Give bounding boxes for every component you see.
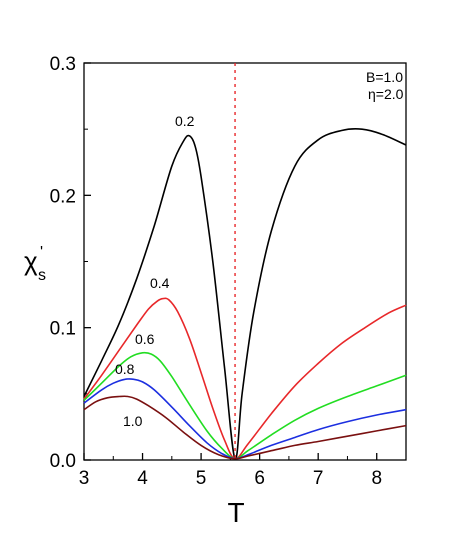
y-tick-label: 0.2: [50, 186, 76, 207]
y-axis-title: χ s ': [24, 244, 46, 284]
x-tick-label: 7: [313, 468, 324, 489]
series-line-0-6: [83, 351, 407, 460]
x-tick-label: 5: [196, 468, 207, 489]
y-tick-label: 0.3: [50, 54, 76, 75]
x-tick-label: 3: [79, 468, 90, 489]
curve-label-0-4: 0.4: [150, 275, 170, 291]
svg-text:s: s: [38, 267, 46, 284]
x-tick-label: 6: [254, 468, 265, 489]
x-tick-label: 4: [137, 468, 148, 489]
y-tick-label: 0.0: [50, 451, 76, 472]
x-tick-label: 8: [371, 468, 382, 489]
axis-ticks: 3 4 5 6 7 8 0.0 0.1 0.2 0.3: [50, 54, 382, 489]
series-line-1-0: [83, 395, 407, 460]
y-tick-label: 0.1: [50, 319, 76, 340]
curve-label-0-6: 0.6: [135, 331, 155, 347]
curve-label-0-2: 0.2: [175, 113, 195, 129]
series-line-0-4: [83, 297, 407, 460]
param-b: B=1.0: [366, 69, 403, 85]
plot-frame: [83, 62, 407, 461]
series-line-0-8: [83, 378, 407, 460]
series-layer: [83, 128, 407, 460]
param-eta: η=2.0: [368, 86, 404, 102]
x-axis-title: T: [227, 497, 244, 528]
series-line-0-2: [83, 128, 407, 460]
curve-label-1-0: 1.0: [123, 413, 143, 429]
curve-label-0-8: 0.8: [115, 361, 135, 377]
svg-text:': ': [40, 244, 43, 261]
svg-text:χ: χ: [24, 246, 38, 276]
